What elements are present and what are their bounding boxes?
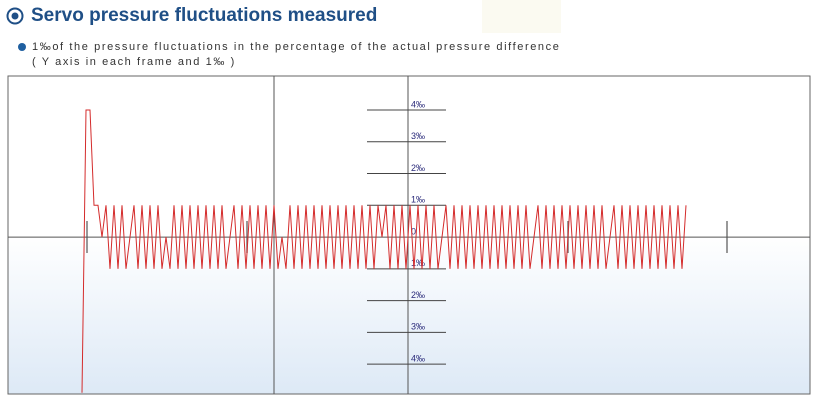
y-tick-label: 3‰ [411,322,425,332]
subtitle: ( Y axis in each frame and 1‰ ) [32,56,236,68]
title-icon [6,7,24,25]
y-tick-label: 1‰ [411,258,425,268]
y-tick-label: 1‰ [411,195,425,205]
y-tick-label: 4‰ [411,354,425,364]
signal-line [81,109,687,393]
y-tick-label: 2‰ [411,163,425,173]
bullet [18,43,26,51]
y-tick-label: 3‰ [411,131,425,141]
header-panel [482,0,561,33]
y-tick-label: 2‰ [411,290,425,300]
plot-frame [7,75,811,395]
subtitle: 1‰of the pressure fluctuations in the pe… [32,41,560,53]
y-tick-label: 4‰ [411,99,425,109]
title-icon-dot [11,12,19,20]
y-tick-label: 0 [411,226,416,236]
chart-title: Servo pressure fluctuations measured [31,5,377,26]
